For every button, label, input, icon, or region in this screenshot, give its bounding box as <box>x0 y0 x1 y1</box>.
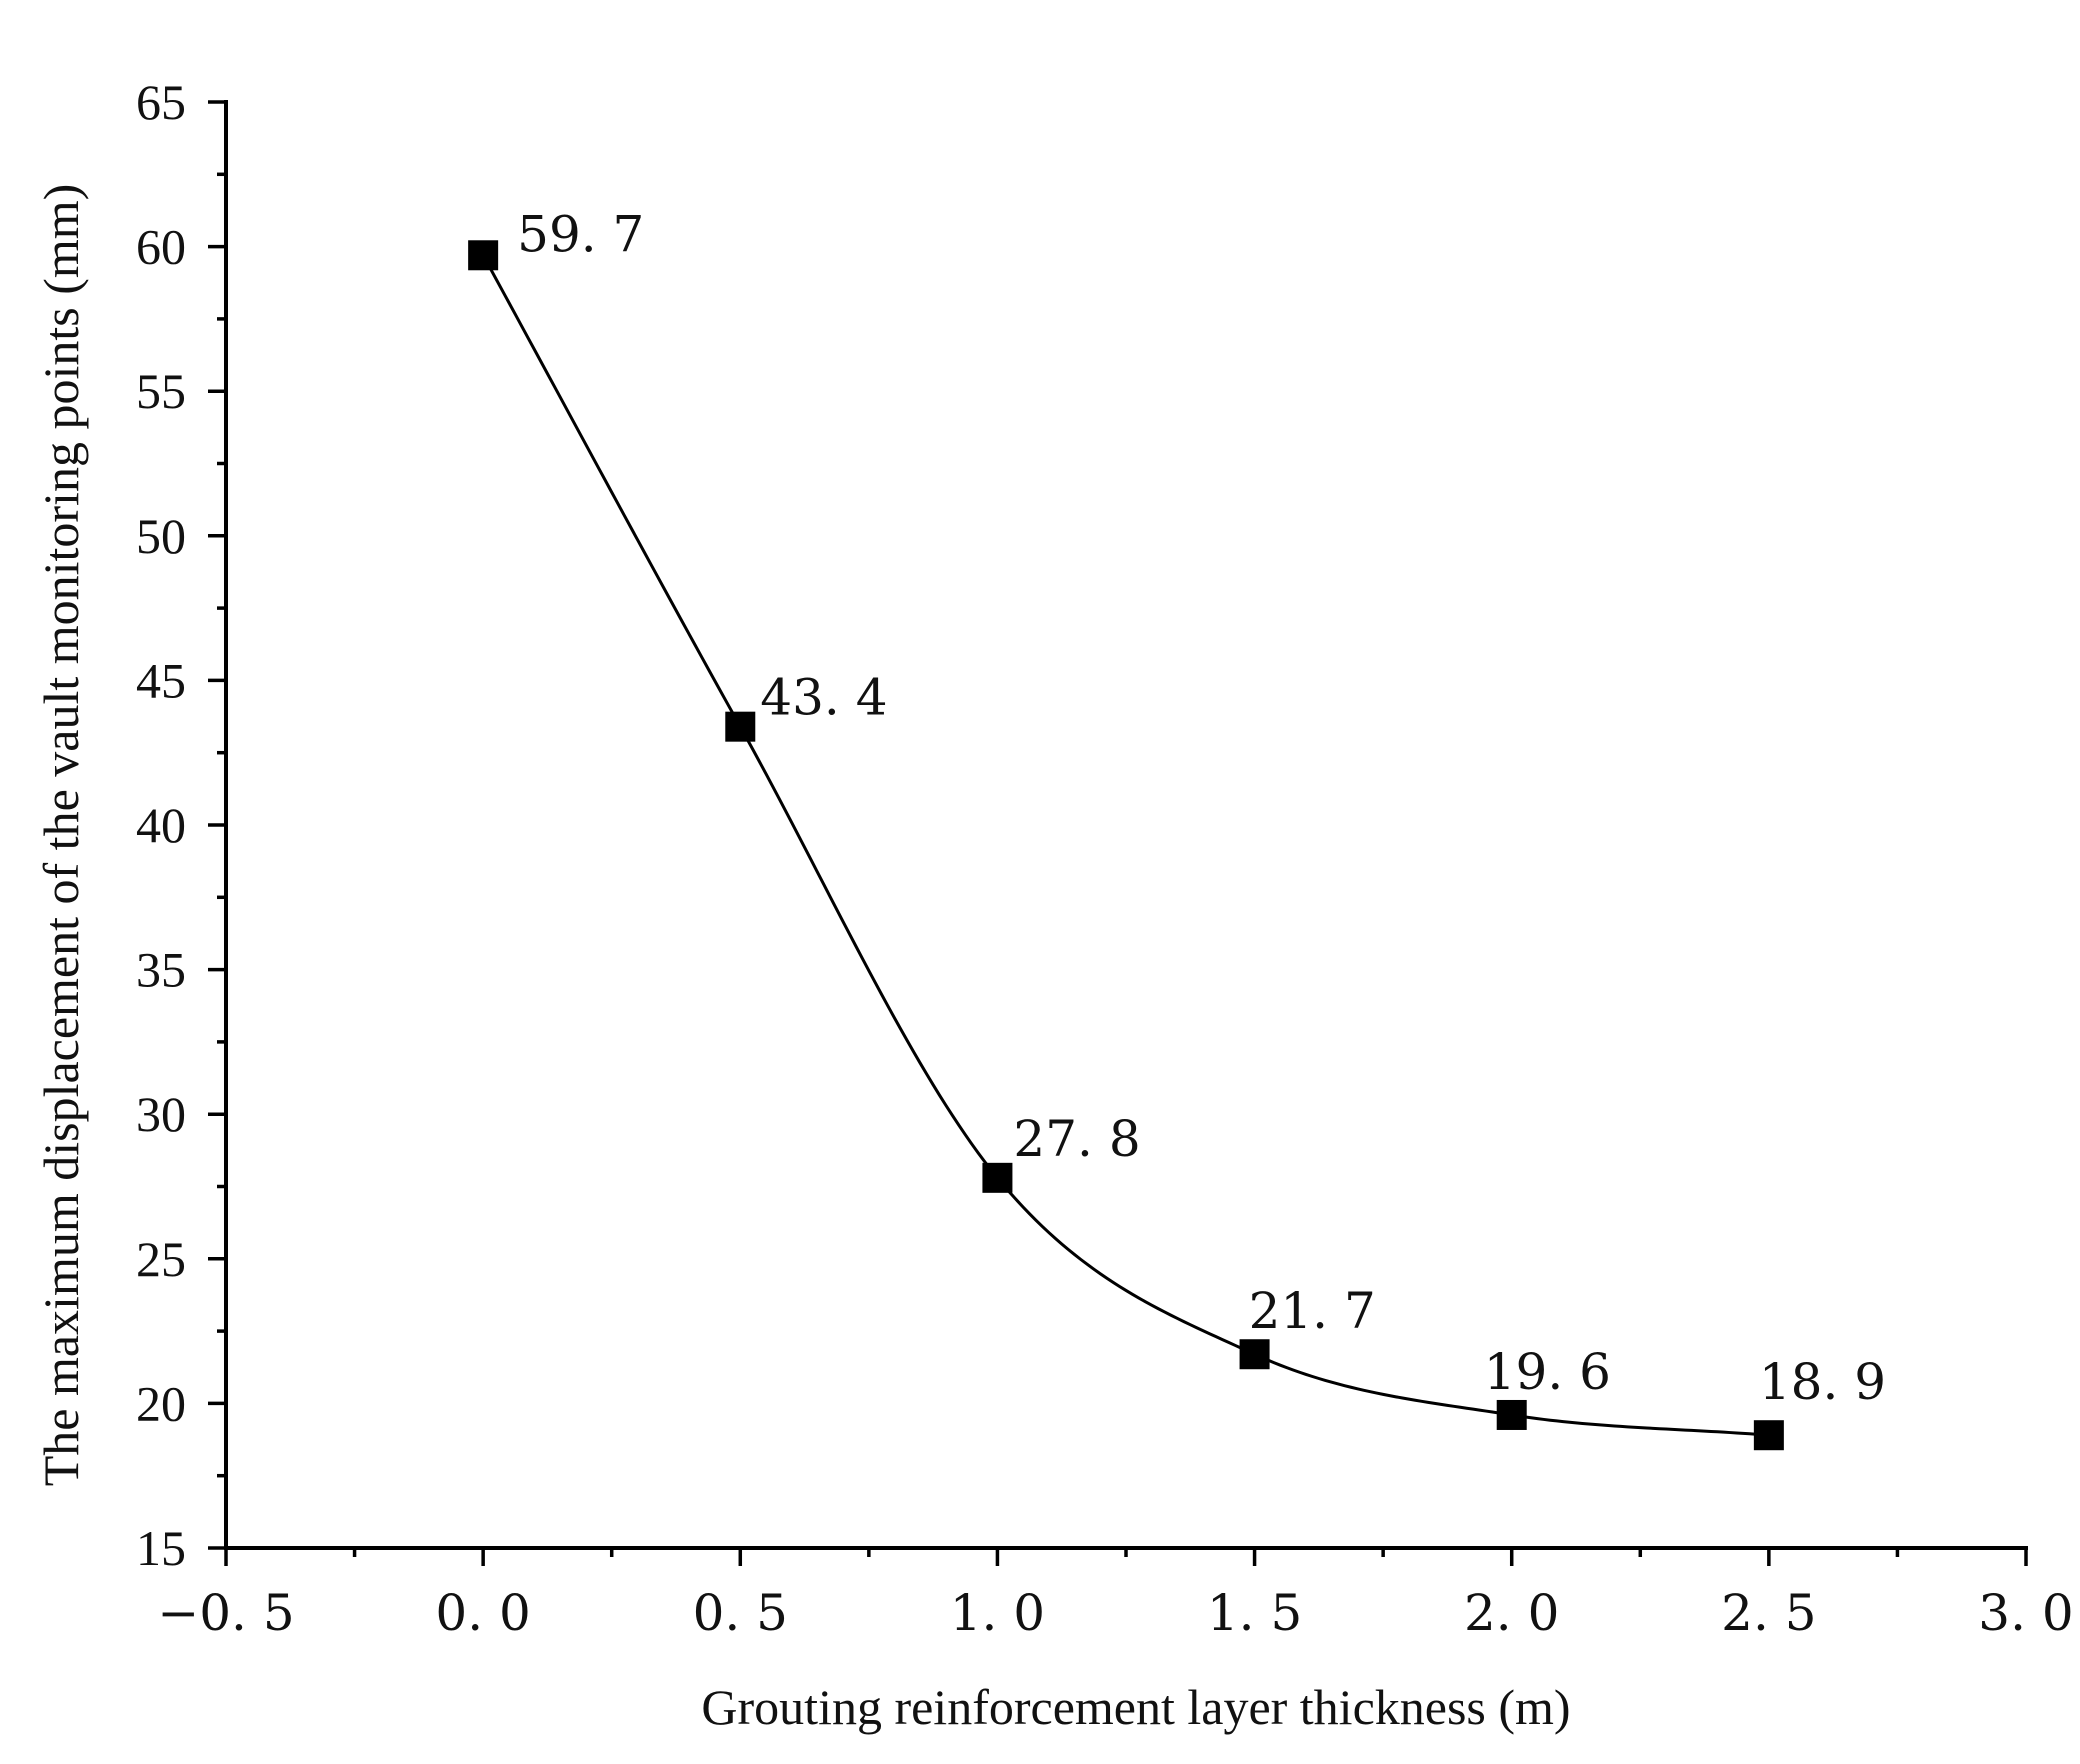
y-tick-label: 55 <box>136 363 186 419</box>
x-tick-label: 2. 0 <box>1464 1584 1559 1642</box>
y-tick-label: 50 <box>136 508 186 564</box>
data-point-marker <box>982 1162 1013 1193</box>
y-tick-label: 30 <box>136 1086 186 1142</box>
x-tick-label: 2. 5 <box>1721 1584 1816 1642</box>
data-label: 18. 9 <box>1759 1353 1886 1411</box>
x-tick-label: 1. 5 <box>1207 1584 1302 1642</box>
y-tick-label: 45 <box>136 652 186 708</box>
y-tick-label: 40 <box>136 797 186 853</box>
y-tick-label: 15 <box>136 1520 186 1576</box>
y-ticks: 15 20 25 30 35 40 45 50 55 60 65 <box>136 74 226 1576</box>
data-label: 43. 4 <box>760 669 887 727</box>
y-tick-label: 60 <box>136 219 186 275</box>
x-tick-label: 0. 5 <box>693 1584 788 1642</box>
y-tick-label: 65 <box>136 74 186 130</box>
data-label: 27. 8 <box>1013 1110 1140 1168</box>
x-axis-title: Grouting reinforcement layer thickness (… <box>701 1679 1570 1735</box>
data-point-marker <box>1753 1420 1784 1451</box>
x-ticks: −0. 5 0. 0 0. 5 1. 0 1. 5 2. 0 2. 5 3. 0 <box>157 1548 2074 1642</box>
series-line <box>481 254 1769 1437</box>
data-point-marker <box>468 240 499 271</box>
data-label: 21. 7 <box>1249 1282 1376 1340</box>
data-point-marker <box>1496 1399 1527 1430</box>
data-label: 59. 7 <box>517 205 644 263</box>
y-tick-label: 25 <box>136 1231 186 1287</box>
data-labels: 59. 7 43. 4 27. 8 21. 7 19. 6 18. 9 <box>517 205 1886 1411</box>
y-axis-title: The maximum displacement of the vault mo… <box>33 184 89 1487</box>
x-tick-label: −0. 5 <box>157 1584 294 1642</box>
x-tick-label: 3. 0 <box>1978 1584 2073 1642</box>
x-tick-label: 1. 0 <box>950 1584 1045 1642</box>
series-group <box>468 240 1784 1451</box>
axes <box>224 100 2028 1550</box>
y-tick-label: 35 <box>136 942 186 998</box>
data-label: 19. 6 <box>1484 1343 1611 1401</box>
data-point-marker <box>725 711 756 742</box>
x-tick-label: 0. 0 <box>435 1584 530 1642</box>
data-point-marker <box>1239 1339 1270 1370</box>
y-tick-label: 20 <box>136 1375 186 1431</box>
